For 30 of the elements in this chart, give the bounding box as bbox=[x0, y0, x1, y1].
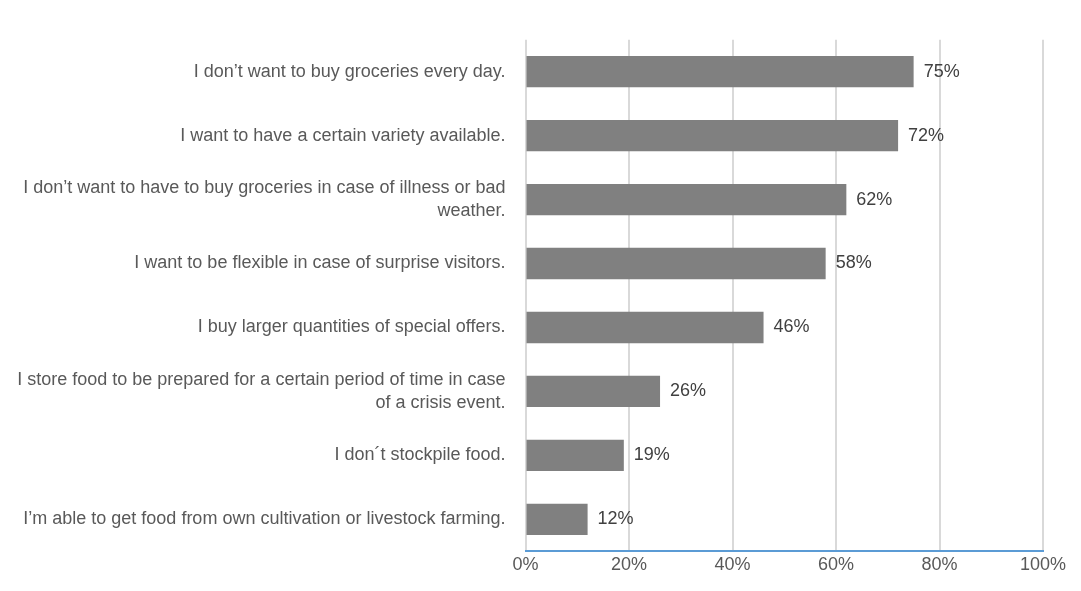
bar bbox=[526, 503, 588, 535]
bar bbox=[526, 247, 826, 280]
y-tick-label: I buy larger quantities of special offers. bbox=[197, 316, 506, 337]
y-tick-label: I’m able to get food from own cultivation or livestock farming. bbox=[23, 508, 506, 529]
x-tick-label: 40% bbox=[714, 554, 751, 575]
data-label: 58% bbox=[835, 252, 872, 273]
bar bbox=[526, 375, 661, 408]
bar bbox=[526, 119, 899, 152]
data-label: 46% bbox=[773, 316, 810, 337]
y-tick-label: I don’t want to buy groceries every day. bbox=[193, 60, 506, 81]
data-label: 62% bbox=[856, 188, 893, 209]
y-tick-label: I want to be flexible in case of surprise visitors. bbox=[134, 252, 506, 273]
bar bbox=[526, 183, 847, 216]
x-tick-label: 60% bbox=[817, 554, 855, 575]
data-label: 12% bbox=[597, 508, 634, 529]
data-label: 26% bbox=[670, 380, 707, 401]
bar bbox=[526, 311, 764, 344]
data-label: 72% bbox=[908, 124, 945, 145]
bar bbox=[526, 439, 624, 472]
y-tick-label: I don’t want to have to buy groceries in case of illness or bad weather. bbox=[23, 176, 506, 221]
y-tick-label: I store food to be prepared for a certain period of time in case of a crisis event. bbox=[17, 368, 506, 413]
data-label: 19% bbox=[633, 444, 670, 465]
y-tick-label: I don´t stockpile food. bbox=[334, 444, 506, 465]
x-tick-label: 80% bbox=[921, 554, 958, 575]
data-label: 75% bbox=[923, 60, 960, 81]
x-tick-label: 0% bbox=[512, 554, 539, 575]
x-tick-label: 20% bbox=[610, 554, 648, 575]
bar bbox=[526, 56, 914, 88]
y-tick-label: I want to have a certain variety available. bbox=[180, 124, 506, 145]
x-tick-label: 100% bbox=[1019, 554, 1067, 575]
